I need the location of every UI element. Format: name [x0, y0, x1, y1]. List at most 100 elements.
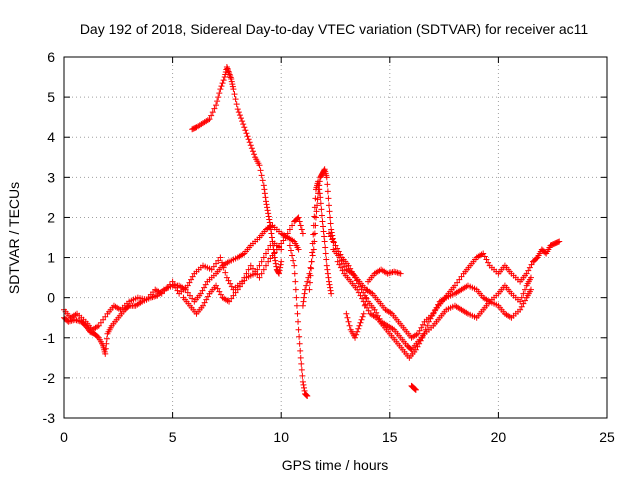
data-point: [430, 309, 437, 316]
data-point: [239, 118, 246, 125]
data-point: [343, 310, 350, 317]
data-point: [303, 392, 310, 399]
data-point: [456, 276, 463, 283]
data-point: [480, 250, 487, 257]
x-tick-label: 5: [169, 429, 177, 445]
data-point: [309, 240, 316, 247]
data-point: [200, 302, 207, 309]
data-point: [276, 270, 283, 277]
data-point: [421, 330, 428, 337]
data-point: [272, 260, 279, 267]
data-point: [277, 261, 284, 268]
data-point: [266, 219, 273, 226]
data-point: [221, 74, 228, 81]
data-point: [320, 228, 327, 235]
data-point: [213, 260, 220, 267]
data-point: [327, 284, 334, 291]
data-point: [353, 277, 360, 284]
data-point: [323, 262, 330, 269]
data-point: [214, 285, 221, 292]
data-point: [220, 264, 227, 271]
y-tick-label: 5: [47, 89, 55, 105]
data-point: [278, 240, 285, 247]
data-point: [360, 298, 367, 305]
data-point: [419, 334, 426, 341]
data-point: [230, 86, 237, 93]
data-point: [310, 246, 317, 253]
data-point: [419, 321, 426, 328]
data-point: [215, 257, 222, 264]
data-point: [328, 229, 335, 236]
data-point: [319, 218, 326, 225]
data-point: [293, 294, 300, 301]
data-point: [213, 102, 220, 109]
data-point: [412, 386, 419, 393]
data-point: [189, 273, 196, 280]
data-point: [217, 86, 224, 93]
data-point: [376, 315, 383, 322]
data-point: [95, 322, 102, 329]
data-point: [244, 133, 251, 140]
data-point: [258, 172, 265, 179]
data-point: [289, 252, 296, 259]
data-point: [271, 254, 278, 261]
data-point: [270, 242, 277, 249]
data-point: [373, 309, 380, 316]
data-point: [242, 127, 249, 134]
data-point: [357, 292, 364, 299]
data-point: [213, 282, 220, 289]
data-point: [125, 303, 132, 310]
data-point: [332, 242, 339, 249]
y-tick-label: 0: [47, 290, 55, 306]
data-point: [234, 106, 241, 113]
data-point: [371, 306, 378, 313]
data-point: [520, 300, 527, 307]
data-point: [228, 78, 235, 85]
data-point: [171, 281, 178, 288]
data-point: [245, 136, 252, 143]
data-point: [222, 269, 229, 276]
data-point: [416, 340, 423, 347]
data-point: [215, 94, 222, 101]
data-point: [328, 290, 335, 297]
data-point: [229, 83, 236, 90]
data-point: [481, 253, 488, 260]
data-point: [234, 286, 241, 293]
data-point: [102, 350, 109, 357]
data-point: [397, 270, 404, 277]
y-tick-label: 6: [47, 49, 55, 65]
data-point: [210, 263, 217, 270]
data-point: [216, 90, 223, 97]
data-point: [325, 202, 332, 209]
data-point: [184, 282, 191, 289]
data-point: [257, 167, 264, 174]
data-point: [358, 316, 365, 323]
data-point: [304, 392, 311, 399]
data-point: [312, 195, 319, 202]
data-point: [527, 274, 534, 281]
data-point: [306, 279, 313, 286]
data-point: [256, 162, 263, 169]
data-point: [266, 216, 273, 223]
plot-frame: [63, 56, 608, 419]
data-point: [301, 387, 308, 394]
data-point: [294, 215, 301, 222]
data-point: [315, 182, 322, 189]
data-point: [241, 277, 248, 284]
data-point: [249, 148, 256, 155]
data-point: [201, 299, 208, 306]
axis-ticks: 0 5 10 15 20 25 -3 -2 -1 0 1 2 3 4 5 6: [43, 49, 615, 445]
data-point: [186, 292, 193, 299]
data-point: [256, 274, 263, 281]
data-point: [522, 286, 529, 293]
data-point: [339, 267, 346, 274]
data-point: [252, 270, 259, 277]
data-point: [412, 386, 419, 393]
data-point: [229, 81, 236, 88]
data-point: [254, 266, 261, 273]
data-point: [336, 261, 343, 268]
data-point: [309, 252, 316, 259]
data-point: [219, 80, 226, 87]
data-point: [321, 233, 328, 240]
